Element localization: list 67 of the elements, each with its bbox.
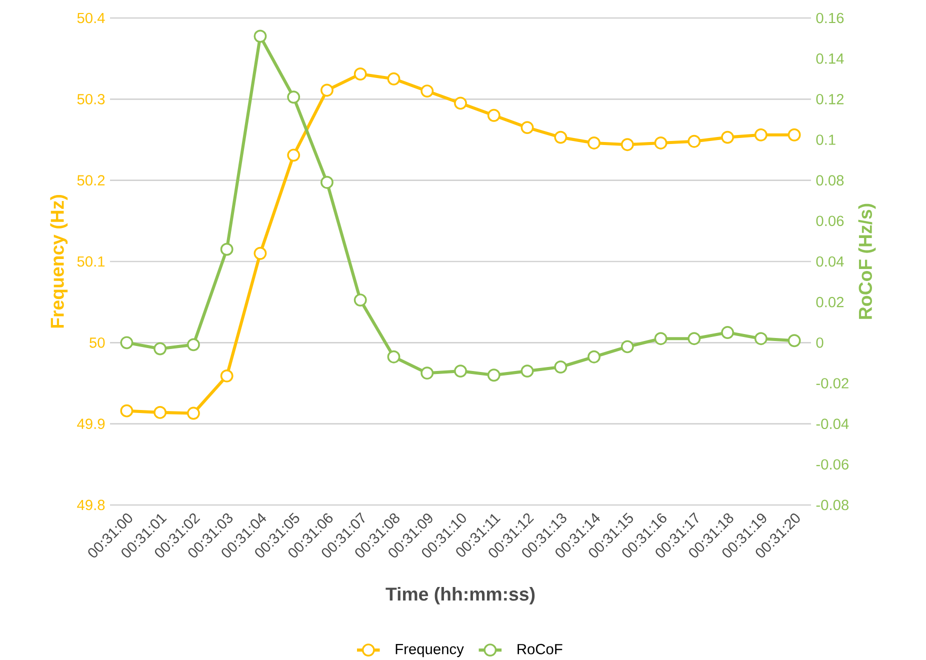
point (120, 336, 134, 350)
y2-tick-label: 0.04 (816, 256, 844, 267)
point (220, 369, 234, 382)
y2-tick-label: 0.16 (816, 12, 844, 24)
point (654, 332, 668, 346)
point (520, 121, 534, 134)
point (520, 364, 534, 378)
legend-label: Frequency (396, 644, 464, 658)
point (754, 332, 768, 346)
point (487, 108, 500, 122)
point (287, 90, 300, 104)
y2-tick-label: 0.02 (816, 296, 844, 308)
point (788, 128, 801, 142)
y2-tick-label: 0.06 (816, 216, 844, 226)
point (254, 246, 267, 260)
point (588, 136, 600, 150)
point (320, 84, 334, 97)
point (287, 148, 300, 162)
y2-tick-label: -0.08 (816, 500, 848, 510)
point (620, 340, 634, 354)
point (721, 326, 734, 339)
y-tick-label: 50 (90, 337, 105, 348)
point (154, 406, 167, 419)
point (654, 136, 668, 150)
point (487, 368, 500, 382)
legend-label: RoCoF (518, 644, 562, 654)
point (186, 338, 200, 352)
y2-tick-label: -0.06 (816, 459, 848, 470)
y-tick-label: 50.1 (77, 256, 105, 267)
y2-tick-label: -0.02 (816, 378, 848, 388)
y2-tick-label: -0.04 (816, 418, 849, 430)
point (454, 96, 467, 110)
point (154, 342, 167, 356)
x-axis-title: Time (hh:mm:ss) (386, 587, 535, 604)
point (620, 138, 634, 152)
point (721, 130, 734, 144)
point (554, 360, 568, 374)
y2-tick-label: 0.08 (816, 175, 844, 186)
point (186, 406, 200, 420)
y2-tick-label: 0 (816, 337, 824, 348)
point (320, 176, 334, 189)
point (788, 334, 801, 348)
y-tick-label: 49.8 (77, 500, 105, 510)
point (688, 332, 701, 346)
y-tick-label: 49.9 (77, 418, 105, 430)
point (754, 128, 768, 142)
y2-axis-title: RoCoF (Hz/s) (858, 204, 876, 319)
point (387, 350, 400, 364)
point (220, 242, 234, 256)
point (688, 134, 701, 148)
y-axis-title: Frequency (Hz) (50, 195, 68, 328)
point (554, 130, 568, 144)
y2-tick-label: 0.1 (816, 134, 836, 145)
point (354, 294, 367, 307)
point (354, 68, 367, 80)
point (420, 84, 434, 98)
point (588, 350, 600, 364)
y-tick-label: 50.4 (77, 12, 105, 24)
point (387, 72, 400, 86)
y2-tick-label: 0.12 (816, 94, 844, 104)
y2-tick-label: 0.14 (816, 53, 844, 64)
y-tick-label: 50.3 (77, 94, 105, 104)
point (120, 404, 134, 418)
point (420, 366, 434, 380)
point (254, 30, 267, 43)
point (454, 364, 467, 378)
y-tick-label: 50.2 (77, 175, 105, 186)
